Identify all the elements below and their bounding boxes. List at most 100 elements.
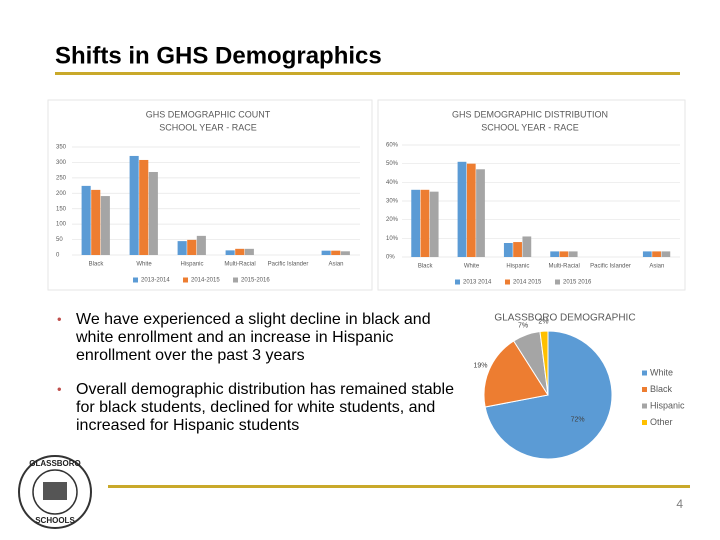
logo-ring <box>18 455 92 529</box>
y-tick-label: 50 <box>56 237 63 243</box>
pie-slice <box>483 340 549 408</box>
bar <box>196 235 206 255</box>
legend-label: 2013-2014 <box>141 278 170 284</box>
y-tick-label: 350 <box>56 145 67 151</box>
logo-emblem <box>43 482 67 500</box>
data-label: 19% <box>473 363 487 370</box>
legend-label: Hispanic <box>650 400 685 410</box>
x-tick-label: Multi-Racial <box>548 264 579 270</box>
legend-swatch <box>555 279 560 285</box>
bar <box>429 191 439 257</box>
bar <box>642 251 652 257</box>
legend-label: 2014 2015 <box>513 280 542 286</box>
y-tick-label: 10% <box>386 236 399 242</box>
x-tick-label: Black <box>89 262 105 268</box>
logo: GLASSBORO SCHOOLS <box>18 455 92 529</box>
y-tick-label: 0% <box>386 255 395 261</box>
chart-title: GLASSBORO DEMOGRAPHIC <box>494 313 635 324</box>
bar <box>148 171 158 255</box>
x-tick-label: Black <box>418 264 434 270</box>
legend-swatch <box>642 420 647 425</box>
chart-subtitle: SCHOOL YEAR - RACE <box>159 122 257 132</box>
legend-swatch <box>642 387 647 392</box>
x-tick-label: White <box>136 262 152 268</box>
legend-label: 2015 2016 <box>563 280 592 286</box>
chart-title: GHS DEMOGRAPHIC DISTRIBUTION <box>452 109 608 119</box>
bar <box>411 189 421 257</box>
y-tick-label: 0 <box>56 253 60 259</box>
title-rule <box>55 72 680 75</box>
legend-swatch <box>455 279 460 285</box>
y-tick-label: 20% <box>386 217 399 223</box>
bar <box>244 248 254 255</box>
bullet-text: Overall demographic distribution has rem… <box>76 381 454 434</box>
legend-swatch <box>183 277 188 283</box>
y-tick-label: 60% <box>386 143 399 149</box>
data-label: 2% <box>538 318 548 325</box>
y-tick-label: 50% <box>386 161 399 167</box>
x-tick-label: Hispanic <box>506 264 529 270</box>
bar <box>559 251 569 257</box>
bullet-marker: • <box>57 381 62 396</box>
legend-swatch <box>642 403 647 409</box>
chart-title: GHS DEMOGRAPHIC COUNT <box>146 109 271 119</box>
bar <box>177 241 187 255</box>
legend-label: Other <box>650 417 673 427</box>
x-tick-label: Asian <box>649 264 664 270</box>
y-tick-label: 150 <box>56 206 67 212</box>
legend-swatch <box>505 279 510 285</box>
bar <box>225 250 235 255</box>
x-tick-label: Hispanic <box>180 262 203 268</box>
bar <box>652 251 661 257</box>
y-tick-label: 250 <box>56 175 67 181</box>
legend-label: White <box>650 367 673 377</box>
bar <box>420 189 430 257</box>
logo-text: SCHOOLS <box>35 516 75 525</box>
bar <box>522 236 532 257</box>
y-tick-label: 200 <box>56 191 67 197</box>
bar <box>550 251 560 257</box>
bullet-marker: • <box>57 311 62 326</box>
page-number: 4 <box>676 497 683 511</box>
bar <box>81 185 91 255</box>
data-label: 72% <box>571 416 585 423</box>
chart-frame <box>47 99 373 291</box>
logo-ring <box>32 469 78 515</box>
y-tick-label: 300 <box>56 160 67 166</box>
bar <box>568 251 578 257</box>
logo-text: GLASSBORO <box>29 459 81 468</box>
pie-slice <box>539 330 549 396</box>
x-tick-label: Asian <box>328 262 343 268</box>
bar <box>503 243 513 257</box>
bar <box>139 159 149 255</box>
bar <box>457 161 467 257</box>
bar <box>331 250 341 255</box>
bar <box>235 248 245 255</box>
x-tick-label: Pacific Islander <box>590 264 631 270</box>
legend-swatch <box>233 277 238 283</box>
bar <box>661 251 671 257</box>
legend-label: 2014-2015 <box>191 278 220 284</box>
y-tick-label: 100 <box>56 222 67 228</box>
bar <box>100 196 110 255</box>
x-tick-label: Multi-Racial <box>224 262 255 268</box>
bar <box>476 169 485 257</box>
bar <box>340 251 350 255</box>
legend-swatch <box>642 370 647 376</box>
bar <box>187 239 197 255</box>
data-label: 7% <box>518 323 528 330</box>
bar <box>513 242 522 257</box>
legend-label: 2013 2014 <box>463 280 492 286</box>
legend-label: 2015-2016 <box>241 278 270 284</box>
chart-subtitle: SCHOOL YEAR - RACE <box>481 122 579 132</box>
legend-swatch <box>133 277 138 283</box>
y-tick-label: 30% <box>386 199 399 205</box>
bar <box>129 155 139 255</box>
y-tick-label: 40% <box>386 180 399 186</box>
x-tick-label: White <box>464 264 480 270</box>
footer-rule <box>108 485 690 488</box>
bullet-text: We have experienced a slight decline in … <box>75 311 431 364</box>
bar <box>321 250 331 255</box>
legend-label: Black <box>650 384 673 394</box>
